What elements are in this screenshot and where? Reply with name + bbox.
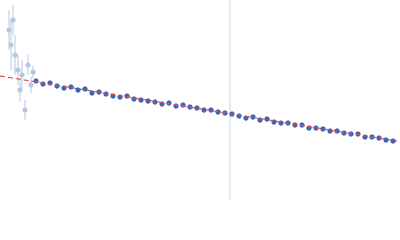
data-point <box>17 87 23 93</box>
data-point <box>103 91 109 97</box>
data-point <box>320 126 326 132</box>
data-point <box>383 137 389 143</box>
data-point <box>22 107 28 113</box>
data-point <box>145 98 151 104</box>
data-point <box>6 27 12 33</box>
data-point <box>327 128 333 134</box>
data-point <box>131 96 137 102</box>
data-point <box>33 78 39 84</box>
data-point <box>15 67 21 73</box>
data-point <box>25 62 31 68</box>
data-point <box>68 84 74 90</box>
data-point <box>341 130 347 136</box>
data-point <box>89 90 95 96</box>
data-point <box>194 105 200 111</box>
fit-line <box>0 75 398 142</box>
data-point <box>12 52 18 58</box>
chart <box>0 0 398 200</box>
data-point <box>152 99 158 105</box>
data-point <box>8 42 14 48</box>
data-point <box>264 116 270 122</box>
data-point <box>334 128 340 134</box>
data-point <box>10 17 16 23</box>
data-point <box>257 117 263 123</box>
data-point <box>30 69 36 75</box>
data-point <box>208 107 214 113</box>
data-point <box>201 107 207 113</box>
data-point <box>124 93 130 99</box>
data-point <box>19 72 25 78</box>
data-point <box>28 82 34 88</box>
data-point <box>75 87 81 93</box>
